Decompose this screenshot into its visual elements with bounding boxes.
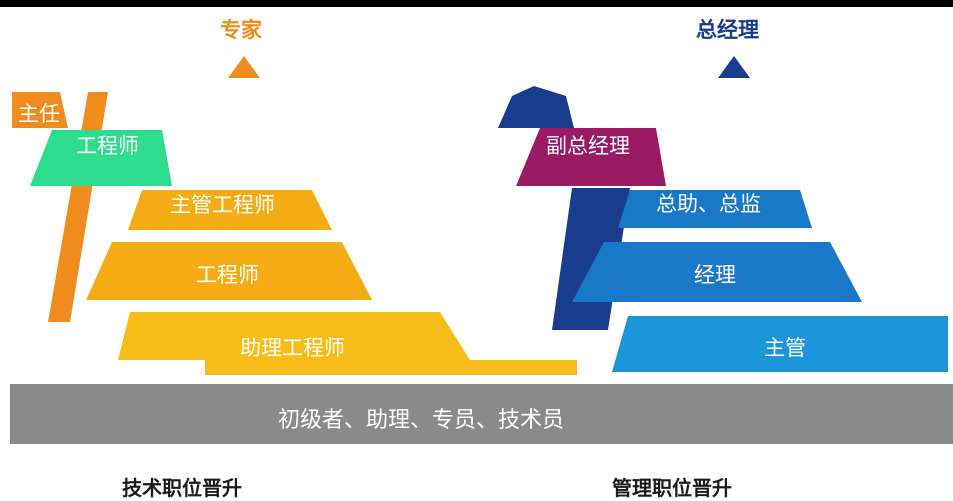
left-level-3-label: 主管工程师 (170, 193, 275, 217)
right-footer: 管理职位晋升 (612, 476, 732, 500)
left-level-5-shape (118, 312, 470, 360)
left-level-1-label: 主任 (18, 102, 60, 126)
right-top-arrow (718, 56, 750, 78)
left-level-4-label: 工程师 (196, 263, 259, 287)
left-level-3-shape (128, 190, 332, 230)
left-level-1-shape (12, 92, 68, 128)
left-footer: 技术职位晋升 (122, 476, 242, 500)
left-level-4-shape (86, 242, 372, 300)
left-level-2-shape (30, 130, 172, 186)
left-level-5-base (205, 360, 577, 375)
top-band (0, 0, 953, 7)
left-level-5-label: 助理工程师 (240, 336, 345, 360)
right-level-4-shape (612, 316, 948, 372)
base-label: 初级者、助理、专员、技术员 (278, 408, 565, 433)
right-level-2-shape (618, 190, 812, 228)
right-level-3-shape (572, 242, 862, 302)
right-level-2-label: 总助、总监 (656, 192, 761, 216)
left-top-label: 专家 (220, 18, 262, 42)
right-level-1-shape (516, 128, 666, 186)
left-level-2-label: 工程师 (76, 134, 139, 158)
base-bar (10, 384, 953, 444)
right-apex-shape (498, 86, 574, 128)
left-top-arrow (228, 56, 260, 78)
right-level-3-label: 经理 (694, 263, 736, 287)
right-top-label: 总经理 (696, 18, 759, 42)
right-level-1-label: 副总经理 (546, 134, 630, 158)
right-level-4-label: 主管 (764, 336, 806, 360)
